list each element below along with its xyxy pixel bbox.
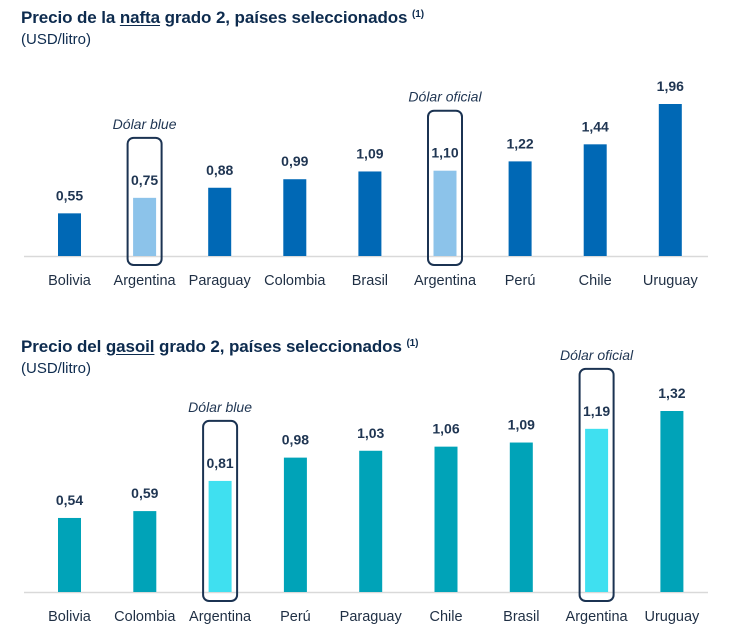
annotation-d-lar-blue: Dólar blue — [113, 116, 177, 132]
x-tick-label: Paraguay — [189, 273, 252, 289]
data-label: 1,19 — [583, 403, 610, 419]
bar-colombia — [283, 179, 307, 256]
x-tick-label: Argentina — [566, 609, 629, 625]
bar-bolivia — [58, 517, 81, 592]
bar-colombia — [133, 511, 157, 592]
chart-2-title: Precio del gasoil grado 2, países selecc… — [21, 337, 419, 356]
x-tick-label: Colombia — [114, 609, 176, 625]
chart-2-title-fuel: gasoil — [105, 337, 155, 356]
chart-1-title-fuel: nafta — [119, 8, 160, 27]
data-label: 1,22 — [506, 135, 533, 151]
chart-2-footnote: (1) — [406, 338, 419, 349]
chart-1-title: Precio de la nafta grado 2, países selec… — [21, 8, 424, 27]
bar-uruguay — [658, 104, 682, 256]
annotation-d-lar-oficial: Dólar oficial — [408, 89, 482, 105]
annotation-d-lar-blue: Dólar blue — [188, 399, 252, 415]
highlight-box — [427, 109, 463, 266]
x-tick-label: Argentina — [114, 273, 177, 289]
data-label: 1,06 — [432, 421, 459, 437]
x-tick-label: Argentina — [414, 273, 477, 289]
bar-uruguay — [660, 411, 684, 592]
x-tick-label: Paraguay — [340, 609, 403, 625]
data-label: 0,59 — [131, 485, 158, 501]
data-label: 0,81 — [206, 455, 233, 471]
data-label: 1,10 — [431, 145, 458, 161]
bar-paraguay — [208, 187, 232, 256]
bar-bolivia — [58, 213, 81, 256]
x-tick-label: Uruguay — [643, 273, 699, 289]
x-tick-label: Argentina — [189, 609, 252, 625]
data-label: 0,75 — [131, 172, 158, 188]
bar-per — [283, 457, 307, 592]
x-tick-label: Brasil — [503, 609, 539, 625]
x-tick-label: Uruguay — [644, 609, 700, 625]
data-label: 1,09 — [508, 417, 535, 433]
data-label: 0,88 — [206, 162, 233, 178]
data-label: 0,99 — [281, 153, 308, 169]
bar-paraguay — [359, 450, 383, 592]
x-tick-label: Brasil — [352, 273, 388, 289]
data-label: 1,32 — [658, 385, 685, 401]
data-label: 0,54 — [56, 492, 83, 508]
chart-2-unit: (USD/litro) — [21, 360, 91, 377]
bar-argentina-highlight — [133, 197, 157, 256]
data-label: 1,44 — [582, 118, 609, 134]
highlight-box — [126, 136, 163, 266]
x-tick-label: Perú — [280, 609, 311, 625]
highlight-box — [578, 367, 615, 602]
data-label: 1,09 — [356, 145, 383, 161]
bar-per — [508, 161, 532, 256]
x-tick-label: Chile — [429, 609, 462, 625]
data-label: 1,03 — [357, 425, 384, 441]
x-tick-label: Bolivia — [48, 609, 92, 625]
bar-brasil — [509, 442, 533, 592]
chart-1-unit: (USD/litro) — [21, 31, 91, 48]
data-label: 1,96 — [657, 78, 684, 94]
x-tick-label: Bolivia — [48, 273, 92, 289]
chart-1-footnote: (1) — [412, 9, 424, 20]
bar-brasil — [358, 171, 382, 256]
bar-chile — [583, 144, 607, 256]
chart-1-nafta: 0,55 Bolivia 0,75 Argentina 0,88 Paraguay 0,99… — [24, 78, 708, 289]
x-tick-label: Chile — [579, 273, 612, 289]
bar-argentina-highlight — [433, 170, 457, 256]
data-label: 0,98 — [282, 432, 309, 448]
bar-argentina-highlight — [585, 428, 609, 592]
x-tick-label: Perú — [505, 273, 536, 289]
x-tick-label: Colombia — [264, 273, 326, 289]
annotation-d-lar-oficial: Dólar oficial — [560, 347, 634, 363]
data-label: 0,55 — [56, 187, 83, 203]
highlight-box — [202, 419, 239, 602]
bar-argentina-highlight — [208, 480, 232, 592]
bar-chile — [434, 446, 458, 592]
